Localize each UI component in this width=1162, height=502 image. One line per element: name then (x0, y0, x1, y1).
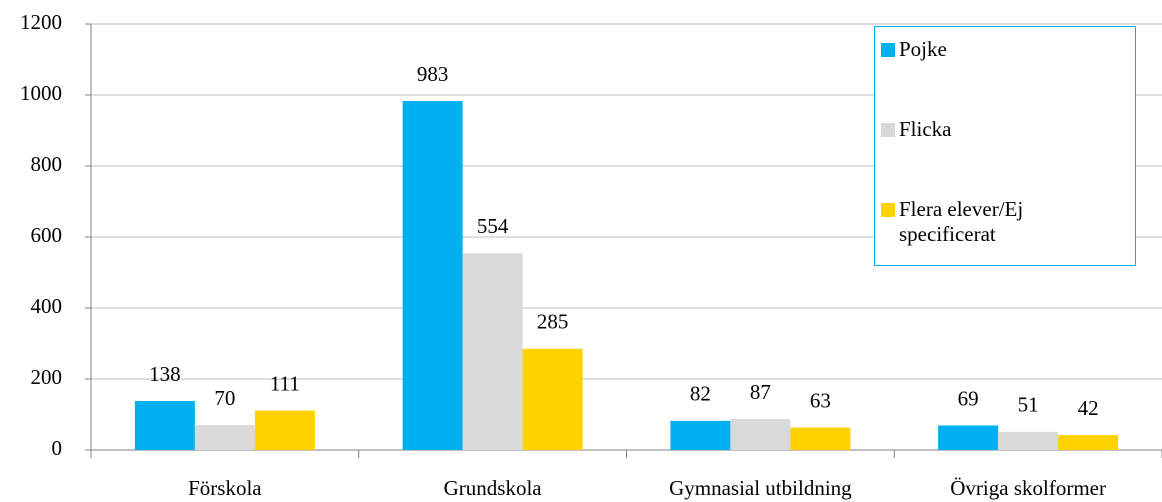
data-label: 42 (1078, 396, 1099, 420)
x-tick-label: Förskola (188, 476, 262, 500)
legend-label: Flera elever/Ej specificerat (899, 197, 1024, 246)
data-label: 87 (750, 380, 771, 404)
legend-swatch (881, 203, 895, 217)
bar (1058, 435, 1119, 450)
legend-label: Pojke (899, 37, 947, 61)
x-tick-label: Grundskola (444, 476, 543, 500)
y-tick-label: 800 (31, 152, 63, 176)
y-tick-label: 400 (31, 294, 63, 318)
y-tick-label: 1000 (20, 81, 62, 105)
data-label: 285 (537, 310, 569, 334)
bar (402, 101, 463, 450)
legend-entry: Flicka (881, 117, 1125, 197)
legend-entry: Flera elever/Ej specificerat (881, 197, 1125, 277)
legend: Pojke Flicka Flera elever/Ej specificerat (874, 26, 1136, 266)
y-tick-label: 1200 (20, 10, 62, 34)
x-tick-label: Gymnasial utbildning (669, 476, 852, 500)
x-tick-label: Övriga skolformer (950, 476, 1106, 500)
legend-swatch (881, 123, 895, 137)
legend-label: Flicka (899, 117, 952, 141)
bar (938, 425, 999, 450)
data-label: 111 (270, 371, 300, 395)
data-label: 51 (1018, 393, 1039, 417)
bar (790, 427, 851, 450)
y-tick-label: 0 (52, 436, 63, 460)
bar (998, 431, 1059, 450)
data-label: 63 (810, 388, 831, 412)
data-label: 70 (214, 386, 235, 410)
legend-swatch (881, 43, 895, 57)
legend-entry: Pojke (881, 37, 1125, 117)
y-tick-label: 200 (31, 365, 63, 389)
y-tick-label: 600 (31, 223, 63, 247)
bar (522, 348, 583, 450)
data-label: 138 (149, 362, 181, 386)
bar (254, 410, 315, 450)
data-label: 69 (958, 386, 979, 410)
bar (134, 401, 195, 450)
bar (194, 425, 255, 450)
data-label: 82 (690, 382, 711, 406)
data-label: 554 (477, 214, 509, 238)
bar (670, 420, 731, 450)
bar (462, 253, 523, 450)
bar (730, 419, 791, 450)
data-label: 983 (417, 62, 449, 86)
